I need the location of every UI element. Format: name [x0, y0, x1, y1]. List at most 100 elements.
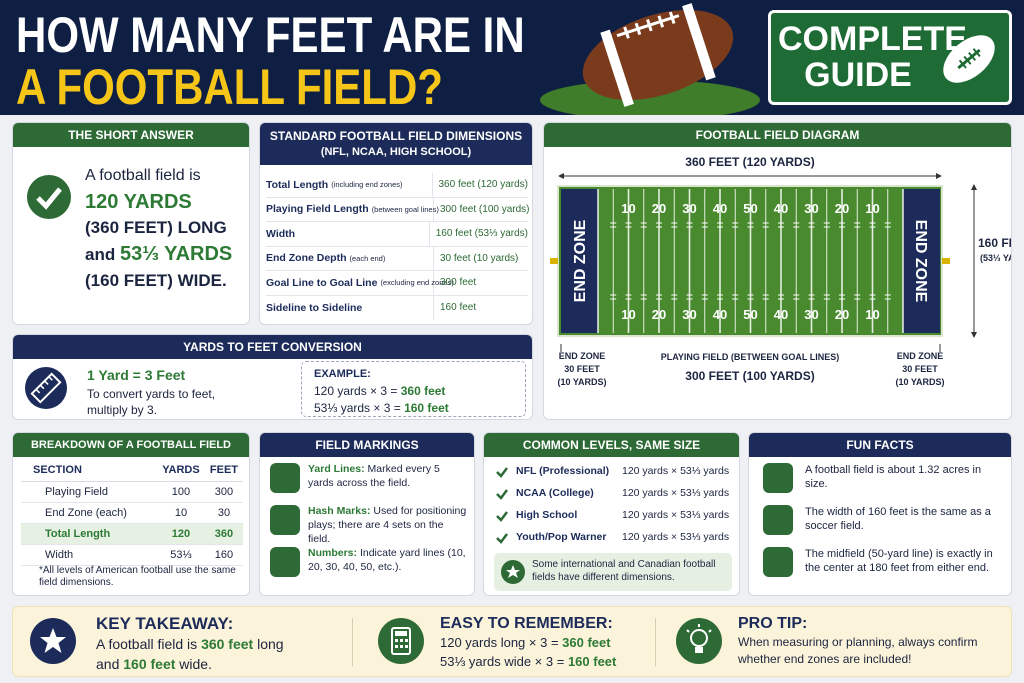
level-name: Youth/Pop Warner — [516, 531, 607, 543]
dimension-value: 160 feet — [440, 302, 477, 314]
end-zone-caption: (10 YARDS) — [557, 377, 606, 387]
badge-text: GUIDE — [804, 56, 912, 94]
end-zone-caption: END ZONE — [559, 351, 606, 361]
star-icon — [30, 618, 76, 664]
field-diagram: 360 FEET (120 YARDS) 160 FEET (53⅓ YARDS… — [550, 155, 1012, 387]
markings-card: FIELD MARKINGS Yard Lines: Marked every … — [259, 432, 475, 596]
highlight: 120 YARDS — [85, 191, 192, 213]
column-header: SECTION — [21, 459, 157, 482]
conversion-text: To convert yards to feet, multiply by 3. — [87, 386, 215, 418]
highlight: 360 feet — [562, 635, 611, 650]
table-cell: 160 — [205, 544, 243, 566]
football-illustration — [540, 3, 760, 115]
table-header: SECTION YARDS FEET — [21, 459, 243, 482]
dimension-label-cell: Sideline to Sideline — [266, 295, 434, 320]
marking-text: Yard Lines: Marked every 5 yards across … — [308, 462, 468, 490]
dimension-label: Sideline to Sideline — [266, 301, 363, 314]
text: 53⅓ yards wide × 3 = — [440, 654, 565, 669]
card-header: STANDARD FOOTBALL FIELD DIMENSIONS (NFL, … — [260, 123, 532, 165]
level-name: High School — [516, 509, 578, 521]
table-cell: 10 — [156, 502, 206, 524]
yard-number: 30 — [804, 307, 818, 322]
marking-term: Yard Lines: — [308, 463, 365, 475]
end-zone-caption: 30 FEET — [902, 364, 938, 374]
ruler-icon — [25, 367, 67, 409]
table-cell: End Zone (each) — [21, 502, 157, 524]
dimension-row: Goal Line to Goal Line (excluding end zon… — [266, 271, 528, 296]
text: 120 yards long × 3 = — [440, 635, 559, 650]
card-title: FUN FACTS — [749, 433, 1011, 457]
check-icon — [496, 489, 508, 500]
text: and — [96, 656, 120, 672]
yard-number: 10 — [621, 307, 635, 322]
example-expr: 53⅓ yards × 3 = — [314, 401, 401, 415]
level-size: 120 yards × 53⅓ yards — [622, 509, 730, 521]
card-title: FIELD MARKINGS — [260, 433, 474, 457]
yard-number: 10 — [621, 201, 635, 216]
dimensions-card: STANDARD FOOTBALL FIELD DIMENSIONS (NFL, … — [259, 122, 533, 325]
short-answer-text: A football field is 120 YARDS (360 FEET)… — [85, 163, 232, 294]
text: To convert yards to feet, — [87, 387, 216, 401]
levels-note: Some international and Canadian football… — [532, 559, 716, 583]
dimensions-table: Total Length (including end zones) 360 fee… — [266, 173, 530, 320]
table-row: Width 53⅓ 160 — [21, 544, 243, 566]
width-label: 160 FEET — [978, 236, 1012, 250]
marking-desc: Indicate yard lines (10, 20, 30, 40, 50,… — [308, 547, 466, 573]
yard-number: 20 — [835, 307, 849, 322]
table-cell: 360 — [205, 523, 243, 545]
yard-number: 40 — [774, 307, 788, 322]
highlight: 160 feet — [567, 654, 617, 669]
marking-icon — [270, 463, 300, 493]
breakdown-card: BREAKDOWN OF A FOOTBALL FIELD SECTION YAR… — [12, 432, 250, 596]
text: long — [257, 636, 284, 652]
dimension-label: Playing Field Length — [266, 203, 369, 216]
yard-number: 50 — [743, 201, 757, 216]
end-zone-caption: 30 FEET — [564, 364, 600, 374]
dimension-label-cell: Goal Line to Goal Line (excluding end zon… — [266, 271, 454, 295]
example-box: EXAMPLE: 120 yards × 3 = 360 feet 53⅓ ya… — [301, 361, 526, 417]
marking-icon — [270, 547, 300, 577]
dimension-value: 30 feet (10 yards) — [440, 252, 519, 264]
text: A football field is — [85, 167, 201, 184]
highlight: 160 feet — [123, 656, 176, 672]
text: multiply by 3. — [87, 403, 158, 417]
takeaway: KEY TAKEAWAY: A football field is 360 fe… — [96, 614, 284, 674]
short-answer-card: THE SHORT ANSWER A football field is 120… — [12, 122, 250, 325]
dimension-row: End Zone Depth (each end) 30 feet (10 yard… — [266, 246, 528, 271]
breakdown-table: SECTION YARDS FEET Playing Field 100 300 End Z… — [21, 459, 243, 566]
marking-desc: Marked every 5 yards across the field. — [308, 463, 440, 489]
text: (160 FEET) WIDE. — [85, 271, 227, 290]
conversion-rule: 1 Yard = 3 Feet — [87, 367, 186, 383]
diagram-card: FOOTBALL FIELD DIAGRAM 360 FEET (120 YAR… — [543, 122, 1012, 420]
badge-text: COMPLETE — [778, 20, 967, 58]
table-row: Playing Field 100 300 — [21, 481, 243, 503]
table-row: Total Length 120 360 — [21, 523, 243, 545]
table-cell: Playing Field — [21, 481, 157, 503]
dimension-row: Playing Field Length (between goal lines)… — [266, 197, 530, 222]
end-zone-label: END ZONE — [912, 220, 929, 303]
yard-number: 10 — [865, 307, 879, 322]
check-icon — [496, 467, 508, 478]
length-label: 360 FEET (120 YARDS) — [685, 155, 814, 169]
dimension-note: (including end zones) — [331, 180, 403, 190]
marking-text: Numbers: Indicate yard lines (10, 20, 30… — [308, 546, 468, 574]
yard-number: 10 — [865, 201, 879, 216]
highlight: 53⅓ YARDS — [119, 243, 233, 265]
table-cell: 120 — [156, 523, 206, 545]
card-title: STANDARD FOOTBALL FIELD DIMENSIONS — [269, 129, 523, 143]
card-title: COMMON LEVELS, SAME SIZE — [484, 433, 739, 457]
badge-icon — [943, 35, 995, 83]
footer — [12, 606, 1012, 677]
title-line: A FOOTBALL FIELD? — [16, 59, 443, 115]
example-result: 360 feet — [400, 384, 446, 398]
example-result: 160 feet — [404, 401, 449, 415]
dimension-label: Total Length — [266, 178, 329, 191]
footer-title: EASY TO REMEMBER: — [440, 615, 613, 632]
tip: PRO TIP: When measuring or planning, alw… — [738, 614, 1008, 668]
fact-text: The width of 160 feet is the same as a s… — [805, 506, 991, 532]
card-title: THE SHORT ANSWER — [13, 123, 249, 147]
title-line: HOW MANY FEET ARE IN — [16, 7, 525, 63]
levels-card: COMMON LEVELS, SAME SIZE NFL (Profession… — [483, 432, 740, 596]
card-title: BREAKDOWN OF A FOOTBALL FIELD — [13, 433, 249, 457]
